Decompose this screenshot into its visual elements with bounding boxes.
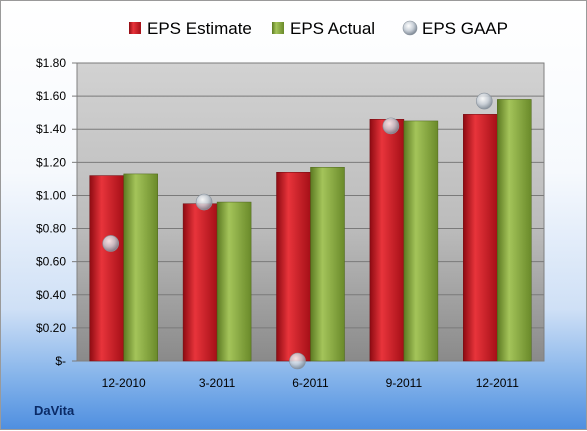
legend-label: EPS Actual [290, 19, 375, 38]
gaap-markers [102, 92, 493, 370]
x-tick-label: 12-2011 [476, 376, 519, 390]
legend-swatch [129, 22, 141, 34]
bar-eps-estimate [89, 175, 124, 362]
y-tick-label: $0.60 [36, 255, 66, 269]
bar-eps-actual [497, 99, 532, 362]
bar-eps-actual [123, 173, 158, 362]
y-tick-label: $0.40 [36, 288, 66, 302]
bar-eps-estimate [276, 172, 311, 362]
marker-eps-gaap [289, 352, 306, 370]
y-tick-label: $1.40 [36, 122, 66, 136]
marker-eps-gaap [475, 92, 493, 110]
y-tick-label: $1.20 [36, 155, 66, 169]
marker-eps-gaap [102, 235, 119, 252]
y-tick-label: $1.00 [36, 188, 66, 202]
legend-label: EPS Estimate [147, 19, 252, 38]
bar-eps-actual [403, 120, 439, 362]
legend-swatch [272, 22, 284, 34]
bar-eps-estimate [463, 114, 498, 362]
y-axis-ticks: $- $0.20 $0.40 $0.60 $0.80 $1.00 $1.20 $1.40 $1.… [36, 56, 66, 368]
x-tick-label: 12-2010 [102, 376, 146, 390]
x-axis-ticks: 12-2010 3-2011 6-2011 9-2011 12-2011 [102, 376, 520, 390]
y-tick-label: $0.20 [36, 321, 66, 335]
x-tick-label: 9-2011 [386, 376, 423, 390]
bar-eps-estimate [369, 119, 405, 362]
bar-eps-actual [310, 167, 345, 362]
bar-eps-estimate [182, 203, 218, 362]
y-tick-label: $1.80 [36, 56, 66, 70]
y-tick-label: $0.80 [36, 222, 66, 236]
x-tick-label: 3-2011 [199, 376, 236, 390]
x-tick-label: 6-2011 [292, 376, 329, 390]
legend-label: EPS GAAP [422, 19, 508, 38]
y-tick-label: $1.60 [36, 89, 66, 103]
y-tick-label: $- [55, 354, 66, 368]
bars [89, 99, 532, 362]
company-name: DaVita [34, 403, 75, 418]
marker-eps-gaap [382, 117, 400, 135]
bar-eps-actual [216, 201, 252, 362]
legend: EPS Estimate EPS Actual EPS GAAP [129, 19, 508, 38]
marker-eps-gaap [195, 193, 213, 211]
legend-swatch [402, 20, 418, 36]
